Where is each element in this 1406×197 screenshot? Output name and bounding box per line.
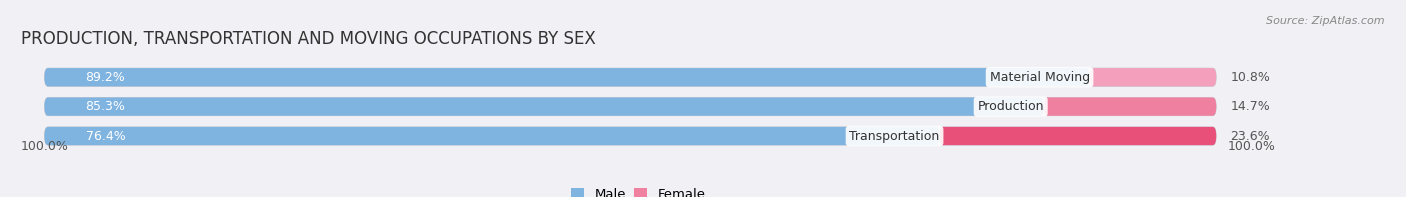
Text: Production: Production (977, 100, 1045, 113)
Text: 100.0%: 100.0% (1227, 140, 1275, 153)
Text: Transportation: Transportation (849, 129, 939, 142)
FancyBboxPatch shape (45, 68, 1216, 86)
FancyBboxPatch shape (1090, 68, 1216, 86)
Text: 23.6%: 23.6% (1230, 129, 1270, 142)
Text: 14.7%: 14.7% (1230, 100, 1270, 113)
Text: 10.8%: 10.8% (1230, 71, 1270, 84)
FancyBboxPatch shape (45, 98, 1045, 116)
Text: 85.3%: 85.3% (86, 100, 125, 113)
Text: 76.4%: 76.4% (86, 129, 125, 142)
Legend: Male, Female: Male, Female (571, 188, 706, 197)
Text: 89.2%: 89.2% (86, 71, 125, 84)
FancyBboxPatch shape (45, 68, 1090, 86)
FancyBboxPatch shape (45, 127, 1216, 145)
Text: 100.0%: 100.0% (21, 140, 69, 153)
Text: PRODUCTION, TRANSPORTATION AND MOVING OCCUPATIONS BY SEX: PRODUCTION, TRANSPORTATION AND MOVING OC… (21, 30, 596, 48)
FancyBboxPatch shape (45, 98, 1216, 116)
FancyBboxPatch shape (939, 127, 1216, 145)
Text: Material Moving: Material Moving (990, 71, 1090, 84)
FancyBboxPatch shape (1045, 98, 1216, 116)
Text: Source: ZipAtlas.com: Source: ZipAtlas.com (1267, 16, 1385, 26)
FancyBboxPatch shape (45, 127, 939, 145)
